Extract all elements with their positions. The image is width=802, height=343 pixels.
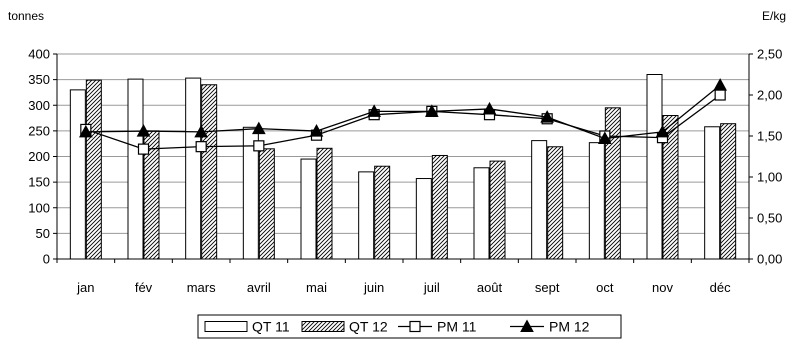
- bar-qt-11: [531, 140, 548, 260]
- y-axis-right-tick-label: 2,00: [757, 88, 782, 103]
- y-axis-left-tick-label: 400: [28, 47, 50, 62]
- bar-qt-12: [431, 154, 448, 260]
- x-axis-tick-label: avril: [247, 280, 271, 295]
- x-axis-tick-label: déc: [710, 280, 731, 295]
- line-pm-12: [85, 84, 721, 140]
- x-axis-tick-label: juin: [363, 280, 384, 295]
- bar-qt-12: [316, 147, 333, 260]
- bar-qt-12: [489, 160, 506, 260]
- x-axis-tick-label: jan: [76, 280, 94, 295]
- point-pm-11: [195, 141, 207, 153]
- y-axis-left-tick-label: 100: [28, 200, 50, 215]
- y-axis-left-label: tonnes: [8, 9, 44, 23]
- legend-label-qt-11: QT 11: [252, 319, 290, 335]
- legend-label-pm-11: PM 11: [437, 319, 477, 335]
- point-pm-12: [540, 110, 555, 123]
- bar-qt-11: [415, 178, 432, 260]
- point-pm-12: [713, 78, 728, 91]
- x-axis-tick-label: nov: [652, 280, 673, 295]
- legend-swatch-qt-12: [301, 321, 345, 332]
- bar-qt-11: [358, 171, 375, 260]
- point-pm-12: [309, 124, 324, 137]
- point-pm-12: [78, 124, 93, 138]
- y-axis-left-tick-label: 0: [43, 252, 50, 267]
- x-axis-tick-label: mars: [187, 280, 216, 295]
- bar-qt-11: [473, 167, 490, 260]
- bar-qt-12: [258, 148, 275, 260]
- x-axis-tick-label: juil: [423, 280, 440, 295]
- bar-qt-11: [300, 158, 317, 260]
- legend-swatch-qt-11: [204, 321, 248, 332]
- point-pm-11: [253, 140, 265, 152]
- y-axis-right-tick-label: 1,50: [757, 129, 782, 144]
- y-axis-left-tick-label: 50: [36, 226, 50, 241]
- axes: 0 50 100 150 200 250 300 350 400 0,00 0,50 1,00 1,50…: [28, 47, 782, 296]
- point-pm-12: [194, 124, 209, 138]
- point-pm-12: [136, 124, 151, 137]
- point-pm-12: [655, 124, 670, 138]
- legend-label-qt-12: QT 12: [349, 319, 388, 335]
- y-axis-left-tick-label: 300: [28, 98, 50, 113]
- y-axis-right-tick-label: 0,50: [757, 211, 782, 226]
- x-axis-tick-label: mai: [306, 280, 327, 295]
- legend-marker-pm-11: [409, 320, 421, 333]
- bar-qt-11: [185, 77, 202, 260]
- legend: QT 11 QT 12 PM 11 PM 12: [197, 314, 622, 339]
- gridlines: [57, 53, 749, 234]
- point-pm-12: [424, 104, 439, 117]
- legend-marker-pm-12: [520, 319, 534, 332]
- lines: [78, 78, 728, 155]
- bar-qt-12: [374, 165, 391, 260]
- point-pm-12: [597, 131, 612, 144]
- line-pm-11: [85, 94, 721, 150]
- bar-qt-12: [720, 123, 737, 260]
- bar-qt-11: [704, 126, 721, 260]
- x-axis-tick-label: oct: [596, 280, 614, 295]
- bars: [69, 74, 737, 260]
- bar-qt-11: [646, 74, 663, 260]
- y-axis-right-tick-label: 0,00: [757, 252, 782, 267]
- legend-label-pm-12: PM 12: [549, 319, 590, 335]
- bar-qt-11: [69, 89, 86, 260]
- x-axis-tick-label: sept: [535, 280, 560, 295]
- y-axis-left-tick-label: 150: [28, 175, 50, 190]
- y-axis-left-tick-label: 200: [28, 149, 50, 164]
- y-axis-right-label: E/kg: [762, 9, 786, 23]
- point-pm-12: [251, 121, 266, 135]
- bar-qt-11: [127, 78, 144, 260]
- y-axis-right-tick-label: 2,50: [757, 47, 782, 62]
- point-pm-11: [137, 143, 150, 155]
- point-pm-12: [482, 101, 497, 115]
- y-axis-right-tick-label: 1,00: [757, 170, 782, 185]
- bar-qt-12: [201, 84, 218, 260]
- point-pm-11: [714, 89, 726, 101]
- y-axis-left-tick-label: 350: [28, 72, 50, 87]
- x-axis-tick-label: fév: [135, 280, 153, 295]
- bar-qt-11: [588, 142, 605, 260]
- x-axis-tick-label: août: [477, 280, 503, 295]
- y-axis-left-tick-label: 250: [28, 123, 50, 138]
- bar-qt-12: [85, 79, 102, 260]
- bar-qt-12: [547, 146, 564, 260]
- point-pm-12: [367, 104, 382, 117]
